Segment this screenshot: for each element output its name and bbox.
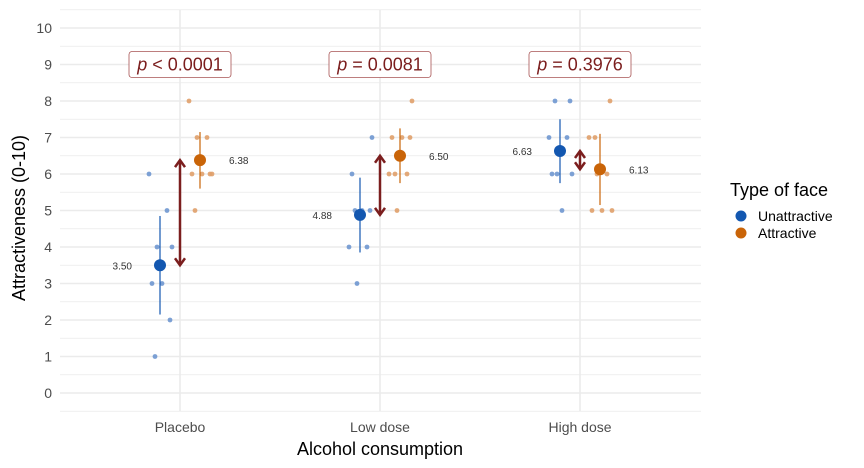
raw-data-point (186, 98, 192, 104)
raw-data-point (569, 171, 575, 177)
raw-data-point (189, 171, 195, 177)
legend-label-attractive: Attractive (758, 225, 817, 241)
legend-marker-attractive (735, 227, 747, 239)
raw-data-point (386, 171, 392, 177)
mean-value-label: 4.88 (313, 211, 333, 222)
mean-point (194, 154, 206, 167)
y-tick-label: 1 (44, 349, 52, 365)
x-tick-label: Low dose (350, 419, 410, 435)
raw-data-point (346, 244, 352, 250)
mean-point (554, 145, 566, 158)
raw-data-point (354, 281, 360, 286)
raw-data-point (409, 98, 415, 104)
raw-data-point (146, 171, 152, 177)
difference-arrow (173, 157, 187, 268)
raw-data-point (164, 208, 170, 213)
y-tick-label: 6 (44, 166, 52, 182)
y-tick-label: 2 (44, 312, 52, 328)
raw-data-point (552, 98, 558, 104)
difference-arrow (573, 148, 587, 172)
raw-points (146, 98, 615, 359)
y-tick-label: 8 (44, 93, 52, 109)
raw-data-point (207, 171, 213, 177)
legend-title: Type of face (730, 180, 828, 200)
mean-point (394, 149, 406, 162)
difference-arrows (173, 148, 587, 268)
raw-data-point (589, 208, 595, 213)
raw-data-point (394, 208, 400, 213)
mean-points (154, 145, 606, 272)
svg-text:p < 0.0001: p < 0.0001 (136, 55, 223, 75)
y-tick-label: 9 (44, 57, 52, 73)
raw-data-point (392, 171, 398, 177)
mean-value-label: 6.13 (629, 165, 649, 176)
raw-data-point (607, 98, 613, 104)
raw-data-point (159, 281, 165, 286)
y-tick-label: 4 (44, 239, 52, 255)
raw-data-point (554, 171, 560, 177)
legend-marker-unattractive (735, 210, 747, 222)
x-tick-label: High dose (548, 419, 611, 435)
raw-data-point (149, 281, 155, 286)
mean-value-label: 6.50 (429, 152, 449, 163)
mean-value-label: 3.50 (113, 261, 133, 272)
raw-data-point (204, 135, 210, 140)
raw-data-point (367, 208, 373, 213)
y-tick-label: 0 (44, 385, 52, 401)
raw-data-point (559, 208, 565, 213)
y-tick-label: 7 (44, 130, 52, 146)
mean-value-label: 6.63 (513, 147, 533, 158)
raw-data-point (604, 171, 610, 177)
raw-data-point (404, 171, 410, 177)
p-value-label: p < 0.0001 (128, 51, 232, 78)
raw-data-point (369, 135, 375, 140)
mean-labels: 3.50 4.88 6.63 6.38 6.50 6.13 (113, 147, 649, 272)
difference-arrow (373, 153, 387, 218)
raw-data-point (364, 244, 370, 250)
raw-data-point (592, 135, 598, 140)
raw-data-point (169, 244, 175, 250)
p-value-labels: p < 0.0001 p = 0.0081 p = 0.3976 (128, 51, 632, 78)
mean-point (354, 208, 366, 221)
mean-point (594, 163, 606, 176)
y-axis-title: Attractiveness (0-10) (9, 135, 29, 301)
x-tick-labels: Placebo Low dose High dose (155, 419, 612, 435)
x-tick-label: Placebo (155, 419, 206, 435)
y-tick-labels: 0 1 2 3 4 5 6 7 8 9 10 (36, 20, 52, 401)
y-tick-label: 3 (44, 276, 52, 292)
p-value-label: p = 0.0081 (328, 51, 432, 78)
y-tick-label: 5 (44, 203, 52, 219)
legend-label-unattractive: Unattractive (758, 208, 833, 224)
mean-value-label: 6.38 (229, 156, 249, 167)
svg-text:p = 0.3976: p = 0.3976 (536, 55, 623, 75)
raw-data-point (549, 171, 555, 177)
raw-data-point (152, 354, 158, 359)
svg-text:p = 0.0081: p = 0.0081 (336, 55, 423, 75)
mean-point (154, 259, 166, 272)
raw-data-point (399, 135, 405, 140)
raw-data-point (389, 135, 395, 140)
raw-data-point (192, 208, 198, 213)
raw-data-point (564, 135, 570, 140)
raw-data-point (349, 171, 355, 177)
raw-data-point (199, 171, 205, 177)
raw-data-point (586, 135, 592, 140)
raw-data-point (546, 135, 552, 140)
p-value-label: p = 0.3976 (528, 51, 632, 78)
raw-data-point (194, 135, 200, 140)
x-axis-title: Alcohol consumption (297, 439, 463, 459)
raw-data-point (154, 244, 160, 250)
raw-data-point (567, 98, 573, 104)
raw-data-point (609, 208, 615, 213)
raw-data-point (599, 208, 605, 213)
raw-data-point (407, 135, 413, 140)
raw-data-point (167, 317, 173, 323)
y-tick-label: 10 (36, 20, 52, 36)
legend: Type of face Unattractive Attractive (730, 180, 833, 241)
